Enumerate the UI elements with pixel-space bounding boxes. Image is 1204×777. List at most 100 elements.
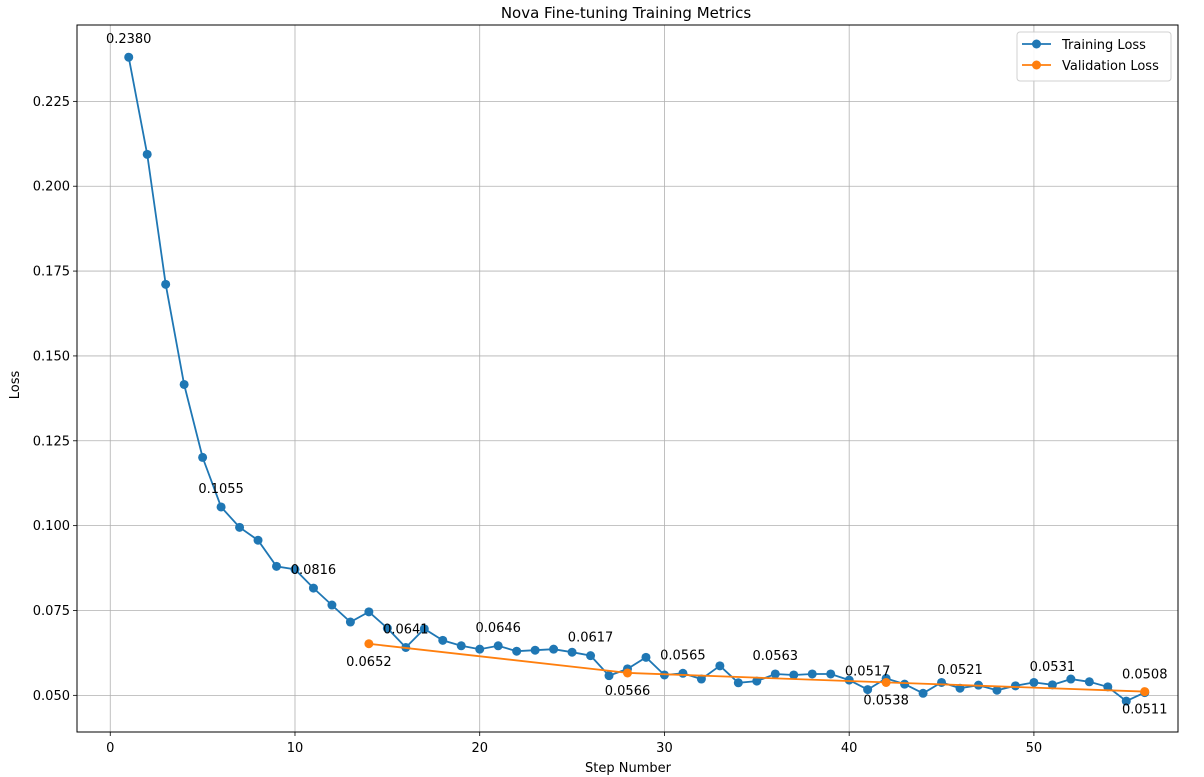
data-point-marker xyxy=(272,561,282,571)
data-point-marker xyxy=(733,678,743,688)
data-label: 0.0531 xyxy=(1030,660,1076,675)
y-tick-label: 0.075 xyxy=(33,604,70,619)
data-point-marker xyxy=(641,652,651,662)
data-label: 0.0617 xyxy=(568,631,614,646)
x-axis-ticks: 0 10 20 30 40 50 xyxy=(106,732,1042,756)
data-point-marker xyxy=(456,641,466,651)
data-point-marker xyxy=(1084,677,1094,687)
data-point-marker xyxy=(863,685,873,695)
legend-item-validation-loss: Validation Loss xyxy=(1022,59,1159,74)
data-point-marker xyxy=(789,670,799,680)
legend-box xyxy=(1016,31,1172,82)
plot-frame xyxy=(76,24,1179,733)
data-point-marker xyxy=(142,149,152,159)
data-point-marker xyxy=(438,635,448,645)
x-tick-label: 40 xyxy=(841,741,858,756)
x-axis-label: Step Number xyxy=(585,761,672,776)
training-loss-legend-marker xyxy=(1032,39,1041,49)
y-tick-label: 0.225 xyxy=(33,95,70,110)
x-tick-label: 0 xyxy=(106,741,114,756)
data-point-marker xyxy=(124,52,134,62)
y-axis-ticks: 0.050 0.075 0.100 0.125 0.150 0.175 0.200 0.225 xyxy=(33,95,77,704)
data-point-marker xyxy=(161,279,171,289)
y-tick-label: 0.200 xyxy=(33,180,70,195)
data-label: 0.2380 xyxy=(106,32,152,47)
data-label: 0.0566 xyxy=(605,684,651,699)
legend: Training Loss Validation Loss xyxy=(1016,31,1172,82)
data-label: 0.0511 xyxy=(1122,703,1168,718)
data-point-marker xyxy=(235,522,245,532)
legend-item-training-loss: Training Loss xyxy=(1022,38,1146,53)
data-label: 0.0641 xyxy=(383,622,429,637)
x-tick-label: 10 xyxy=(287,741,304,756)
data-label: 0.0521 xyxy=(937,663,983,678)
y-tick-label: 0.175 xyxy=(33,265,70,280)
series-line xyxy=(368,642,1145,693)
data-point-marker xyxy=(475,644,485,654)
data-point-marker xyxy=(844,675,854,685)
data-point-marker xyxy=(826,669,836,679)
data-point-marker xyxy=(327,600,337,610)
y-tick-label: 0.100 xyxy=(33,519,70,534)
data-point-marker xyxy=(586,651,596,661)
x-tick-label: 20 xyxy=(471,741,488,756)
data-point-marker xyxy=(216,502,226,512)
data-point-marker xyxy=(1010,681,1020,691)
data-point-marker xyxy=(1140,687,1150,697)
data-label: 0.0538 xyxy=(863,693,909,708)
data-point-marker xyxy=(1103,682,1113,692)
series-layer xyxy=(124,52,1150,706)
data-point-marker xyxy=(493,641,503,651)
data-label: 0.0563 xyxy=(753,649,799,664)
y-tick-label: 0.150 xyxy=(33,349,70,364)
data-point-marker xyxy=(770,669,780,679)
data-point-marker xyxy=(604,671,614,681)
data-point-marker xyxy=(807,669,817,679)
data-point-marker xyxy=(345,617,355,627)
data-point-marker xyxy=(1029,677,1039,687)
y-axis-label: Loss xyxy=(8,371,23,400)
data-label: 0.1055 xyxy=(198,482,244,497)
grid-lines xyxy=(77,25,1178,732)
data-label: 0.0517 xyxy=(845,665,891,680)
data-point-marker xyxy=(198,452,208,462)
data-point-marker xyxy=(567,647,577,657)
data-point-marker xyxy=(715,661,725,671)
legend-label-training-loss: Training Loss xyxy=(1061,38,1146,53)
data-label: 0.0508 xyxy=(1122,668,1168,683)
data-point-marker xyxy=(308,583,318,593)
y-tick-label: 0.125 xyxy=(33,434,70,449)
data-point-marker xyxy=(530,645,540,655)
x-tick-label: 30 xyxy=(656,741,673,756)
data-point-marker xyxy=(1121,696,1131,706)
validation-loss-legend-marker xyxy=(1032,60,1041,70)
data-point-marker xyxy=(696,674,706,684)
data-point-marker xyxy=(900,679,910,689)
chart-title: Nova Fine-tuning Training Metrics xyxy=(501,4,752,22)
legend-label-validation-loss: Validation Loss xyxy=(1062,59,1159,74)
data-point-marker xyxy=(918,688,928,698)
data-point-marker xyxy=(419,624,429,634)
data-point-marker xyxy=(1066,674,1076,684)
data-point-marker xyxy=(623,668,632,678)
data-point-marker xyxy=(1047,680,1057,690)
data-label: 0.0652 xyxy=(346,655,392,670)
data-label: 0.0646 xyxy=(475,621,521,636)
data-point-marker xyxy=(881,677,891,687)
validation-loss-series xyxy=(364,639,1150,697)
data-point-marker xyxy=(382,623,392,633)
data-point-marker xyxy=(678,668,688,678)
data-label: 0.0565 xyxy=(660,648,706,663)
data-point-marker xyxy=(253,535,263,545)
data-point-marker xyxy=(512,646,522,656)
data-point-marker xyxy=(752,676,762,686)
x-tick-label: 50 xyxy=(1026,741,1043,756)
data-point-marker xyxy=(364,607,374,617)
data-point-marker xyxy=(179,379,189,389)
data-point-marker xyxy=(290,564,300,574)
data-point-marker xyxy=(549,644,559,654)
data-point-marker xyxy=(992,685,1002,695)
data-label: 0.0816 xyxy=(291,563,337,578)
annotation-layer: 0.2380 0.1055 0.0816 0.0641 0.0646 0.0617 0.05… xyxy=(106,32,1168,717)
